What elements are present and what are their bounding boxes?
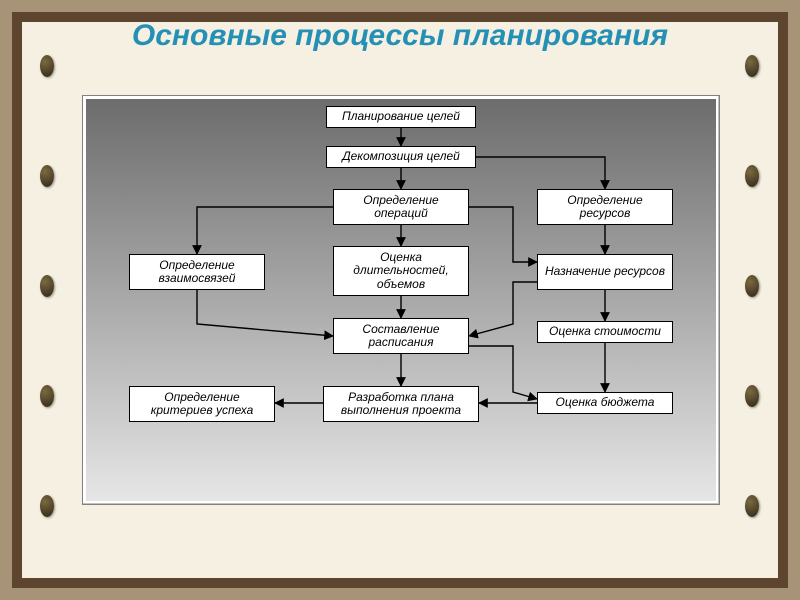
edge-n2-n4: [476, 157, 605, 189]
edge-n3-n7: [469, 207, 537, 262]
node-n12: Оценка бюджета: [537, 392, 673, 414]
flowchart: Планирование целей Декомпозиция целей Опре…: [83, 96, 719, 504]
node-n1: Планирование целей: [326, 106, 476, 128]
node-n4: Определение ресурсов: [537, 189, 673, 225]
node-n10: Определение критериев успеха: [129, 386, 275, 422]
bullet-decoration: [745, 385, 759, 407]
slide: Основные процессы планирования Планирова…: [0, 0, 800, 600]
node-n7: Назначение ресурсов: [537, 254, 673, 290]
edge-n7-n8: [469, 282, 537, 336]
node-n3: Определение операций: [333, 189, 469, 225]
bullet-decoration: [40, 495, 54, 517]
edge-n5-n8: [197, 290, 333, 336]
bullet-decoration: [745, 275, 759, 297]
bullet-decoration: [745, 55, 759, 77]
bullet-decoration: [40, 55, 54, 77]
bullet-decoration: [745, 165, 759, 187]
bullet-decoration: [40, 165, 54, 187]
node-n2: Декомпозиция целей: [326, 146, 476, 168]
node-n9: Оценка стоимости: [537, 321, 673, 343]
node-n6: Оценка длительностей, объемов: [333, 246, 469, 296]
node-n11: Разработка плана выполнения проекта: [323, 386, 479, 422]
slide-title: Основные процессы планирования: [0, 20, 800, 52]
node-n5: Определение взаимосвязей: [129, 254, 265, 290]
bullet-decoration: [40, 275, 54, 297]
edge-n3-n5: [197, 207, 333, 254]
flowchart-panel: Планирование целей Декомпозиция целей Опре…: [82, 95, 720, 505]
bullet-decoration: [40, 385, 54, 407]
bullet-decoration: [745, 495, 759, 517]
node-n8: Составление расписания: [333, 318, 469, 354]
edge-n8-n12: [469, 346, 537, 399]
